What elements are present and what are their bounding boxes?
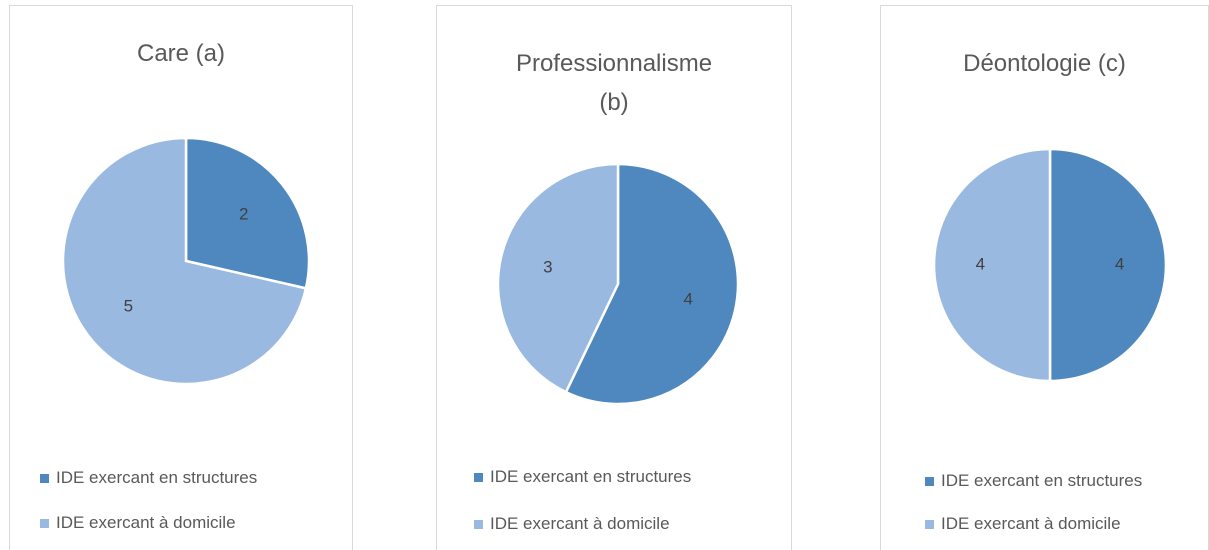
- legend-swatch: [474, 519, 483, 529]
- legend-swatch: [40, 518, 49, 528]
- legend-label: IDE exercant à domicile: [941, 514, 1121, 533]
- pie-chart: 25: [61, 136, 311, 386]
- data-label: 3: [543, 257, 552, 276]
- chart-title: Care (a): [136, 40, 226, 67]
- legend-item: IDE exercant à domicile: [474, 514, 670, 534]
- pie-slice: [496, 162, 620, 394]
- chart-panel: 4 3 IDE exercant en structures IDE exercant…: [436, 5, 792, 550]
- legend-swatch: [925, 519, 934, 529]
- chart-panel: 2 5 IDE exercant en structures IDE exercant…: [9, 5, 353, 550]
- legend-item: IDE exercant à domicile: [40, 513, 236, 533]
- legend-label: IDE exercant à domicile: [56, 513, 236, 532]
- legend-item: IDE exercant à domicile: [925, 514, 1121, 534]
- chart-title: Professionnalisme (b): [515, 50, 713, 116]
- chart-title: Déontologie (c): [963, 50, 1126, 77]
- legend-swatch: [925, 476, 934, 486]
- chart-panel: 4 4 IDE exercant en structures IDE exercant…: [880, 5, 1209, 550]
- data-label: 5: [124, 296, 133, 315]
- data-label: 4: [976, 254, 985, 273]
- legend-label: IDE exercant à domicile: [490, 514, 670, 533]
- pie-slice: [184, 136, 311, 290]
- legend-item: IDE exercant en structures: [925, 471, 1142, 491]
- data-label: 2: [239, 204, 248, 223]
- pie-chart: 43: [496, 162, 740, 406]
- data-label: 4: [683, 290, 692, 309]
- legend-label: IDE exercant en structures: [490, 467, 692, 486]
- legend-swatch: [40, 473, 49, 483]
- legend-swatch: [474, 472, 483, 482]
- pie-slice: [1048, 147, 1168, 383]
- pie-slice: [61, 136, 308, 386]
- pie-slice: [932, 147, 1052, 383]
- data-label: 4: [1115, 254, 1124, 273]
- legend-label: IDE exercant en structures: [56, 468, 258, 487]
- pie-slice: [564, 162, 740, 406]
- pie-chart: 44: [932, 147, 1168, 383]
- legend-item: IDE exercant en structures: [40, 468, 257, 488]
- legend-label: IDE exercant en structures: [941, 471, 1143, 490]
- legend-item: IDE exercant en structures: [474, 467, 691, 487]
